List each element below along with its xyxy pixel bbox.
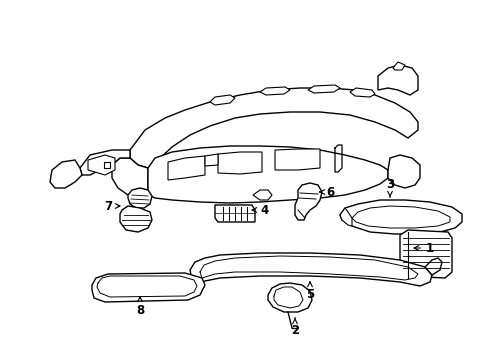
Polygon shape — [252, 190, 271, 200]
Polygon shape — [128, 188, 152, 208]
Polygon shape — [204, 154, 218, 166]
Polygon shape — [190, 253, 431, 286]
Text: 7: 7 — [104, 199, 120, 212]
Polygon shape — [130, 88, 417, 168]
Text: 5: 5 — [305, 282, 313, 302]
Text: 1: 1 — [413, 242, 433, 255]
Polygon shape — [218, 152, 262, 174]
Polygon shape — [294, 183, 321, 220]
Text: 2: 2 — [290, 318, 299, 337]
Text: 8: 8 — [136, 297, 144, 316]
Polygon shape — [168, 156, 204, 180]
Polygon shape — [88, 155, 115, 175]
Polygon shape — [112, 158, 148, 200]
Polygon shape — [215, 205, 254, 222]
Polygon shape — [50, 160, 82, 188]
Polygon shape — [209, 95, 235, 105]
Text: 6: 6 — [319, 185, 333, 198]
Polygon shape — [148, 146, 387, 203]
Polygon shape — [387, 155, 419, 188]
Polygon shape — [104, 162, 110, 168]
Polygon shape — [392, 62, 404, 70]
Polygon shape — [307, 85, 339, 93]
Polygon shape — [274, 149, 319, 170]
Text: 4: 4 — [251, 203, 268, 216]
Polygon shape — [424, 258, 441, 275]
Polygon shape — [339, 200, 461, 234]
Polygon shape — [80, 150, 130, 175]
Text: 3: 3 — [385, 179, 393, 197]
Polygon shape — [339, 208, 351, 226]
Polygon shape — [399, 230, 451, 278]
Polygon shape — [351, 206, 449, 228]
Polygon shape — [377, 65, 417, 95]
Polygon shape — [92, 273, 204, 302]
Polygon shape — [349, 88, 374, 97]
Polygon shape — [267, 283, 311, 312]
Polygon shape — [120, 206, 152, 232]
Polygon shape — [260, 87, 289, 95]
